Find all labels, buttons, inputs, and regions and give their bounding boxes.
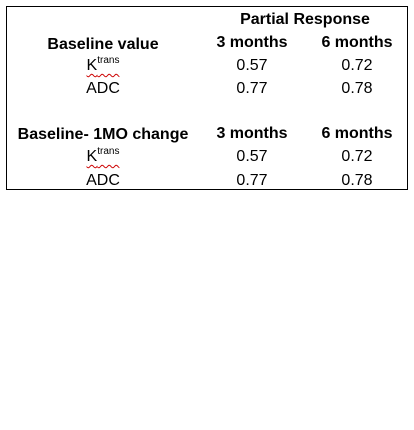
row-label-adc: ADC: [86, 172, 120, 189]
results-table: Partial Response Baseline value 3 months…: [6, 6, 408, 190]
value-cell: 0.72: [341, 57, 373, 74]
ktrans-base: K: [86, 148, 98, 165]
value-cell: 0.78: [341, 80, 373, 97]
ktrans-sup: trans: [97, 55, 120, 66]
group-header: Partial Response: [240, 11, 370, 28]
col-header-6-months: 6 months: [321, 34, 393, 51]
section-title-baseline-value: Baseline value: [47, 36, 159, 53]
ktrans-sup: trans: [97, 146, 120, 157]
row-label-ktrans: Ktrans: [86, 55, 120, 78]
col-header-3-months: 3 months: [216, 125, 288, 142]
value-cell: 0.57: [236, 57, 268, 74]
value-cell: 0.77: [236, 80, 268, 97]
value-cell: 0.57: [236, 148, 268, 165]
value-cell: 0.77: [236, 172, 268, 189]
ktrans-base: K: [86, 57, 98, 74]
col-header-3-months: 3 months: [216, 34, 288, 51]
col-header-6-months: 6 months: [321, 125, 393, 142]
value-cell: 0.72: [341, 148, 373, 165]
value-cell: 0.78: [341, 172, 373, 189]
row-label-ktrans: Ktrans: [86, 146, 120, 169]
section-title-baseline-change: Baseline- 1MO change: [17, 126, 189, 143]
row-label-adc: ADC: [86, 80, 120, 97]
